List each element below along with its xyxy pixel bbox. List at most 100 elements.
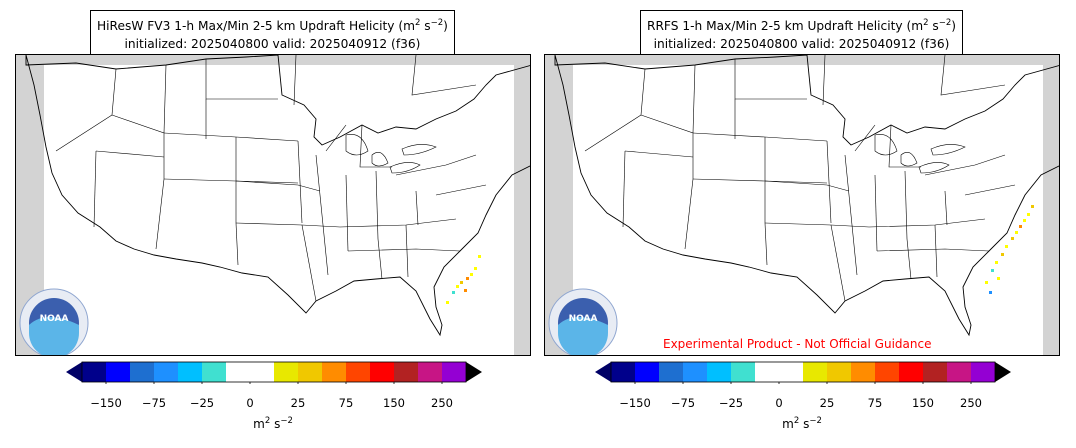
state-border	[924, 154, 1006, 176]
helicity-cell	[470, 273, 473, 276]
colorbar-swatch	[106, 362, 131, 382]
state-border	[854, 124, 876, 152]
colorbar-tick-label: 150	[383, 396, 405, 410]
colorbar-swatch	[851, 362, 876, 382]
helicity-cell	[456, 285, 459, 288]
colorbar-swatch	[82, 362, 107, 382]
colorbar-tick-label: 250	[960, 396, 982, 410]
state-border	[622, 150, 626, 228]
state-border	[964, 184, 1016, 196]
helicity-cell	[1015, 231, 1018, 234]
state-border	[944, 190, 948, 226]
colorbar-swatch	[755, 362, 780, 382]
state-border	[297, 140, 303, 224]
map-area: NOAA	[15, 54, 531, 356]
model-domain	[573, 65, 1043, 355]
colorbar-swatch	[971, 362, 996, 382]
state-border	[395, 154, 477, 176]
colorbar-tick-label: −25	[189, 396, 215, 410]
great-lake	[900, 152, 918, 167]
colorbar-swatch	[130, 362, 155, 382]
state-border	[235, 180, 321, 192]
colorbar-swatch	[202, 362, 227, 382]
panel-hiresw: HiResW FV3 1-h Max/Min 2-5 km Updraft He…	[15, 10, 531, 431]
colorbar-swatch	[707, 362, 732, 382]
colorbar-swatch	[659, 362, 684, 382]
state-border	[830, 224, 846, 302]
helicity-cell	[1027, 213, 1030, 216]
us-map: NOAA	[548, 55, 1059, 355]
colorbar-over-arrow	[995, 362, 1011, 382]
us-map: NOAA	[19, 55, 530, 355]
colorbar-swatch	[827, 362, 852, 382]
colorbar-swatch	[803, 362, 828, 382]
colorbar-ticks: −150 −75 −25 0 25 75 150 250	[66, 396, 506, 410]
state-border	[826, 140, 832, 224]
state-border	[764, 222, 768, 266]
state-border	[640, 68, 646, 116]
colorbar-swatch	[418, 362, 443, 382]
panel-title: HiResW FV3 1-h Max/Min 2-5 km Updraft He…	[90, 10, 455, 57]
helicity-cell	[991, 269, 994, 272]
helicity-cell	[1005, 245, 1008, 248]
coastline	[25, 55, 530, 337]
state-border	[405, 224, 409, 278]
state-border	[377, 238, 383, 280]
great-lake	[389, 162, 421, 174]
coastline	[554, 55, 1059, 337]
map-area: NOAA Experimental Product - Not Official…	[544, 54, 1060, 356]
helicity-cell	[1011, 237, 1014, 240]
state-border	[163, 64, 167, 134]
state-border	[692, 64, 696, 134]
colorbar-swatch	[899, 362, 924, 382]
colorbar-swatch	[298, 362, 323, 382]
state-border	[345, 174, 349, 252]
logo-text: NOAA	[40, 314, 69, 324]
state-border	[584, 114, 642, 152]
experimental-watermark: Experimental Product - Not Official Guid…	[659, 337, 936, 351]
colorbar	[595, 360, 1011, 388]
state-border	[904, 170, 908, 240]
helicity-cell	[466, 277, 469, 280]
colorbar-swatch	[875, 362, 900, 382]
panel-rrfs: RRFS 1-h Max/Min 2-5 km Updraft Helicity…	[530, 0, 1068, 448]
state-border	[315, 154, 329, 276]
logo-bird	[558, 317, 608, 355]
colorbar-swatch	[154, 362, 179, 382]
helicity-cell	[464, 289, 467, 292]
colorbar-tick-label: 0	[775, 396, 783, 410]
colorbar-tick-label: 25	[290, 396, 306, 410]
colorbar-under-arrow	[595, 362, 611, 382]
state-border	[874, 174, 878, 252]
colorbar-outline	[610, 361, 996, 383]
colorbar-tick-label: 250	[431, 396, 453, 410]
state-border	[155, 178, 165, 250]
colorbar-swatch	[346, 362, 371, 382]
colorbar-tick-label: 75	[867, 396, 883, 410]
colorbar-swatch	[178, 362, 203, 382]
colorbar-under-arrow	[66, 362, 82, 382]
helicity-cell	[1031, 205, 1034, 208]
colorbar-tick-label: 150	[912, 396, 934, 410]
state-border	[55, 114, 113, 152]
colorbar-tick-label: −75	[141, 396, 167, 410]
state-border	[325, 124, 347, 152]
colorbar-tick-label: −25	[718, 396, 744, 410]
colorbar-tick-label: −75	[670, 396, 696, 410]
helicity-cell	[452, 291, 455, 294]
colorbar-outline	[81, 361, 467, 383]
colorbar-swatch	[683, 362, 708, 382]
state-border	[624, 150, 694, 158]
colorbar-over-arrow	[466, 362, 482, 382]
colorbar-swatch	[731, 362, 756, 382]
helicity-cell	[997, 277, 1000, 280]
colorbar	[66, 360, 482, 388]
colorbar-swatch	[947, 362, 972, 382]
helicity-cell	[474, 267, 477, 270]
colorbar-swatch	[322, 362, 347, 382]
state-border	[934, 224, 938, 278]
helicity-cell	[985, 281, 988, 284]
colorbar-swatch	[442, 362, 467, 382]
colorbar-swatch	[394, 362, 419, 382]
helicity-cell	[989, 291, 992, 294]
